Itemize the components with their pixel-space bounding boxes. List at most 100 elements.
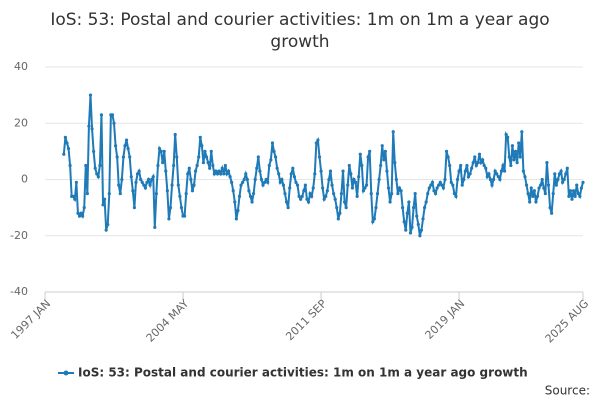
point: [311, 186, 315, 190]
point: [510, 144, 515, 148]
point: [90, 127, 94, 131]
point: [382, 158, 386, 162]
point: [327, 177, 331, 182]
point: [200, 144, 204, 148]
point: [259, 177, 264, 182]
point: [336, 217, 340, 221]
point: [550, 211, 554, 215]
point: [347, 163, 351, 168]
point: [521, 169, 525, 173]
point: [388, 200, 392, 204]
point: [123, 144, 127, 148]
point: [502, 169, 507, 173]
point: [261, 183, 265, 187]
point: [321, 186, 325, 190]
point: [324, 194, 328, 198]
point: [95, 172, 99, 176]
point: [440, 183, 444, 187]
point: [418, 234, 422, 238]
point: [173, 132, 177, 137]
point: [518, 155, 522, 159]
point: [390, 191, 394, 196]
point: [63, 135, 67, 139]
point: [493, 169, 497, 173]
y-tick-label: 0: [21, 173, 28, 186]
point: [517, 141, 521, 145]
point: [528, 200, 532, 204]
point: [466, 175, 471, 179]
point: [167, 217, 171, 221]
point: [554, 183, 558, 187]
point: [545, 161, 549, 165]
point: [559, 169, 563, 173]
point: [288, 186, 292, 190]
point: [473, 155, 477, 159]
point: [120, 177, 124, 182]
point: [424, 200, 428, 204]
point: [284, 200, 289, 204]
point: [73, 197, 77, 201]
point: [215, 172, 220, 176]
point: [539, 183, 543, 187]
point: [270, 141, 275, 145]
point: [148, 183, 152, 187]
point: [495, 172, 499, 176]
point: [402, 220, 406, 224]
point: [66, 146, 71, 151]
point: [463, 169, 467, 173]
point: [286, 206, 290, 210]
point: [76, 211, 80, 215]
point: [258, 169, 262, 173]
point: [562, 177, 566, 182]
point: [242, 177, 246, 182]
point: [154, 191, 158, 196]
point: [316, 138, 320, 142]
point: [484, 166, 488, 170]
point: [142, 183, 146, 187]
point: [146, 177, 151, 182]
point: [471, 161, 475, 165]
point: [401, 206, 405, 210]
point: [110, 113, 115, 117]
point: [520, 130, 524, 134]
point: [291, 166, 295, 170]
point: [281, 183, 286, 187]
point: [319, 169, 323, 173]
point: [413, 191, 417, 196]
point: [186, 172, 190, 176]
point: [192, 183, 196, 187]
point: [568, 189, 573, 193]
point: [482, 163, 486, 168]
point: [468, 172, 472, 176]
point: [349, 172, 353, 176]
point: [278, 180, 282, 184]
point: [575, 183, 579, 187]
point: [385, 169, 389, 173]
point: [332, 191, 336, 196]
point: [294, 180, 298, 184]
point: [430, 180, 435, 184]
point: [175, 155, 179, 159]
point: [151, 175, 155, 179]
point: [397, 186, 402, 190]
point: [234, 217, 238, 221]
point: [368, 149, 372, 153]
point: [531, 194, 535, 198]
point: [377, 177, 381, 182]
point: [145, 180, 149, 184]
point: [277, 172, 281, 176]
point: [208, 166, 212, 170]
point: [509, 163, 513, 168]
point: [353, 180, 358, 184]
point: [570, 197, 574, 201]
y-tick-label: 40: [14, 60, 28, 73]
point: [341, 169, 345, 173]
point: [65, 141, 69, 145]
point: [236, 208, 240, 213]
point: [226, 169, 231, 173]
point: [383, 149, 387, 153]
point: [578, 194, 582, 198]
point: [363, 186, 367, 190]
point: [184, 191, 188, 196]
point: [187, 166, 191, 170]
